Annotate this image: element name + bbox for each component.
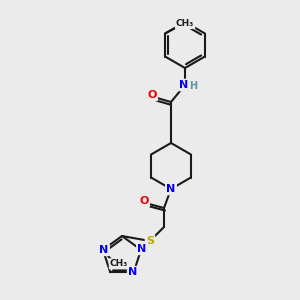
Text: N: N: [137, 244, 147, 254]
Text: N: N: [128, 267, 137, 277]
Text: CH₃: CH₃: [110, 259, 128, 268]
Text: H: H: [189, 81, 197, 91]
Text: S: S: [146, 236, 154, 246]
Text: N: N: [99, 245, 109, 255]
Text: N: N: [179, 80, 189, 90]
Text: O: O: [139, 196, 149, 206]
Text: CH₃: CH₃: [176, 19, 194, 28]
Text: N: N: [167, 184, 176, 194]
Text: O: O: [147, 90, 157, 100]
